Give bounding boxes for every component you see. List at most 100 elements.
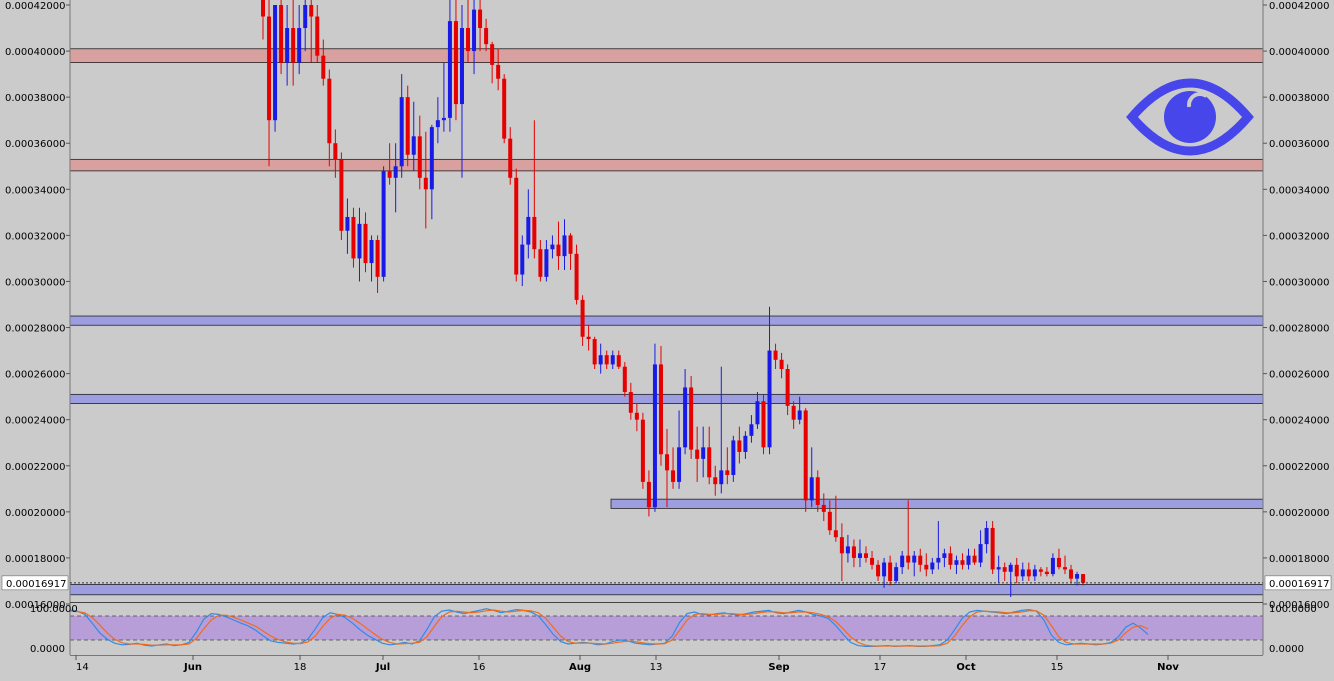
candle-body-up [912,555,917,563]
candle [954,555,959,575]
candle-body-up [472,9,477,52]
resistance-zone [69,158,1264,172]
eye-icon [1126,78,1254,156]
candle [628,382,633,420]
x-tick-label: Aug [569,662,591,673]
candle-body-down [333,143,338,160]
candle [665,428,670,508]
candle-body-up [345,216,350,231]
candle-body-down [1062,567,1067,570]
oscillator-panel [69,608,1263,648]
candle-body-down [339,159,344,231]
candle-body-down [628,392,633,413]
candle [646,470,651,517]
candle-body-up [797,410,802,420]
oscillator-tick-label-right: 0.0000 [1269,644,1304,655]
candle [387,143,392,185]
candle-body-down [267,16,272,121]
candle-body-up [550,244,555,250]
candle-body-down [1038,569,1043,572]
oscillator-tick-label-left: 0.0000 [30,644,65,655]
candle [779,352,784,379]
candle [695,426,700,482]
candle [1032,564,1037,581]
candle [550,235,555,259]
candle-body-down [490,44,495,65]
current-price-box-right [1264,575,1332,591]
candle [484,18,489,52]
candle-body-down [948,553,953,565]
candle-body-down [725,470,730,475]
current-price-label-right: 0.00016917 [1269,579,1329,590]
candle [701,426,706,478]
candle-body-down [417,136,422,178]
candle [592,336,597,370]
candle [996,555,1001,584]
candle-body-up [562,235,567,257]
candle [297,5,302,75]
candle-body-down [1069,569,1074,579]
x-ticks: 14 Jun 18 Jul 16 Aug 13 Sep 17 Oct 15 Nov [75,655,1179,673]
candle [912,551,917,577]
candle-body-down [1056,557,1061,568]
candle-body-down [791,405,796,420]
candle-body-down [423,177,428,190]
candle [459,5,464,178]
candle [399,74,404,178]
candle [960,553,965,570]
candle [1020,562,1025,581]
candle-body-down [864,553,868,558]
candle [845,534,850,563]
candle [767,306,772,455]
candle-body-up [966,555,971,565]
candle [791,401,796,429]
candle [990,521,995,575]
candle [508,127,513,185]
candle [870,551,875,570]
candle-body-down [1014,564,1019,577]
candle-body-down [387,170,392,178]
oscillator-tick-label-right: 100.0000 [1269,604,1317,615]
candle [833,495,838,542]
candle [743,431,748,459]
y-tick-label-right: 0.00040000 [1269,47,1329,58]
candle-body-up [845,546,850,554]
candle [478,0,483,52]
candle-body-down [972,555,977,563]
candle [882,557,887,588]
x-tick-label: 14 [76,662,89,673]
x-tick-label: Nov [1157,662,1179,673]
candle-body-down [695,449,700,459]
candle [435,97,440,144]
candle [761,394,766,455]
candle [851,539,856,568]
candlestick-series [261,0,1086,598]
candle [351,207,356,268]
candle [936,521,941,570]
candle-body-up [809,477,814,501]
candle [574,244,579,305]
candle-body-down [665,454,670,471]
candle [604,350,609,370]
candle [671,447,676,489]
candle-body-up [652,364,657,508]
candle-body-up [755,401,760,425]
y-tick-label-right: 0.00026000 [1269,370,1329,381]
candle [658,345,663,466]
candle-body-up [1008,564,1013,572]
candle-body-down [713,477,718,485]
candle-body-down [574,253,579,300]
y-tick-label-right: 0.00028000 [1269,324,1329,335]
y-tick-label-left: 0.00034000 [5,185,65,196]
candle [1075,571,1080,586]
candle-body-down [827,511,832,531]
candle [924,553,929,577]
candle [713,465,718,496]
candle [580,295,585,346]
candle [972,548,977,565]
candle-body-up [520,244,525,275]
current-price-box-left [1,575,69,591]
candle-body-up [930,562,935,570]
candle [725,447,730,485]
candle [622,362,627,397]
